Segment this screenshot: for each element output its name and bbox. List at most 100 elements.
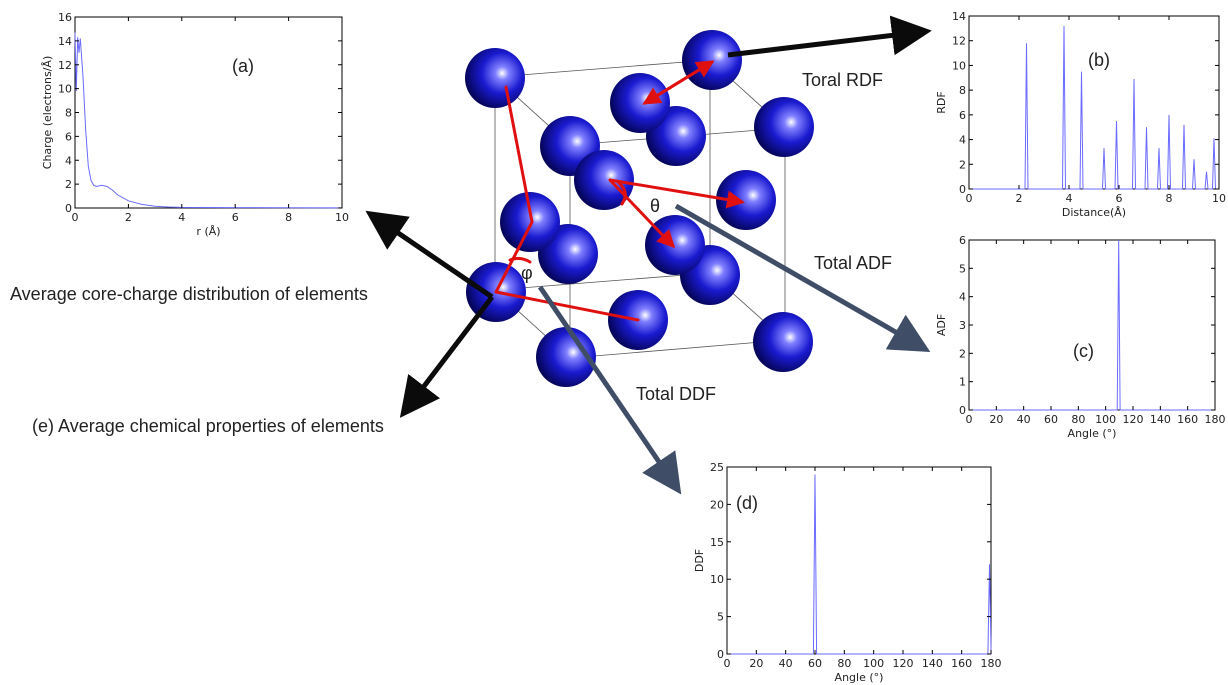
y-tick-label: 8 — [959, 84, 966, 97]
bonds — [494, 60, 745, 322]
y-axis-label: ADF — [935, 314, 948, 336]
arrow-to-core — [365, 210, 494, 300]
y-tick-label: 2 — [65, 178, 72, 191]
x-tick-label: 4 — [178, 211, 185, 224]
plot-frame — [726, 466, 992, 655]
atom — [682, 30, 742, 90]
x-axis-label: r (Å) — [196, 225, 220, 238]
atom — [574, 150, 634, 210]
y-tick-label: 12 — [58, 59, 72, 72]
y-tick-label: 4 — [65, 154, 72, 167]
y-tick-label: 4 — [959, 291, 966, 304]
chart-rdf: 0 2 4 6 8 10 0 2 4 6 8 10 12 14 Distance(Å) RDF (b) — [935, 10, 1226, 219]
atom — [754, 97, 814, 157]
y-tick-label: 3 — [959, 319, 966, 332]
series-line — [969, 25, 1219, 190]
atom — [500, 192, 560, 252]
y-tick-label: 16 — [58, 11, 72, 24]
series-line — [727, 474, 992, 655]
atom — [753, 312, 813, 372]
x-tick-label: 2 — [1016, 192, 1023, 205]
y-axis-label: DDF — [693, 549, 706, 572]
y-tick-label: 25 — [710, 461, 724, 474]
x-tick-label: 140 — [922, 657, 943, 670]
chart-charge-distribution: 0 2 4 6 8 10 0 2 4 6 8 10 12 14 16 r (Å) Charge (electro… — [41, 11, 349, 238]
x-tick-label: 180 — [981, 657, 1002, 670]
y-tick-label: 10 — [58, 83, 72, 96]
plot-frame — [968, 15, 1220, 190]
arrow-to-rdf — [727, 15, 932, 58]
x-axis-label: Distance(Å) — [1062, 206, 1126, 219]
x-tick-label: 160 — [1177, 413, 1198, 426]
annotation-rdf: Toral RDF — [802, 70, 883, 90]
atom — [536, 327, 596, 387]
y-tick-label: 0 — [959, 404, 966, 417]
y-tick-label: 4 — [959, 134, 966, 147]
series-line — [74, 32, 343, 209]
y-tick-label: 0 — [959, 183, 966, 196]
y-tick-label: 14 — [58, 35, 72, 48]
x-axis-label: Angle (°) — [835, 671, 884, 684]
series-line — [969, 239, 1215, 411]
panel-label: (a) — [232, 56, 254, 76]
y-tick-label: 6 — [65, 130, 72, 143]
x-tick-label: 140 — [1150, 413, 1171, 426]
atom — [716, 170, 776, 230]
x-axis-label: Angle (°) — [1068, 427, 1117, 440]
y-tick-label: 15 — [710, 536, 724, 549]
plot-frame — [74, 16, 343, 209]
y-axis-label: RDF — [935, 91, 948, 113]
x-tick-label: 100 — [863, 657, 884, 670]
x-tick-label: 120 — [1123, 413, 1144, 426]
annotation-ddf: Total DDF — [636, 384, 716, 404]
annotation-adf: Total ADF — [814, 253, 892, 273]
x-tick-label: 6 — [1116, 192, 1123, 205]
x-tick-label: 120 — [893, 657, 914, 670]
y-tick-label: 2 — [959, 158, 966, 171]
arrows — [365, 15, 932, 495]
x-tick-label: 0 — [966, 413, 973, 426]
arrow-to-chem — [399, 295, 494, 418]
x-tick-label: 20 — [989, 413, 1003, 426]
x-tick-label: 20 — [749, 657, 763, 670]
y-tick-label: 0 — [65, 202, 72, 215]
phi-symbol: φ — [521, 263, 533, 283]
panel-label: (d) — [736, 493, 758, 513]
x-tick-label: 40 — [779, 657, 793, 670]
y-tick-label: 0 — [717, 648, 724, 661]
x-tick-label: 60 — [1044, 413, 1058, 426]
x-tick-label: 80 — [837, 657, 851, 670]
atom — [610, 73, 670, 133]
y-tick-label: 8 — [65, 107, 72, 120]
y-tick-label: 10 — [952, 59, 966, 72]
x-tick-label: 6 — [232, 211, 239, 224]
x-tick-label: 80 — [1071, 413, 1085, 426]
y-tick-label: 12 — [952, 35, 966, 48]
x-tick-label: 100 — [1095, 413, 1116, 426]
annotation-chem: (e) Average chemical properties of eleme… — [32, 416, 384, 436]
panel-label: (b) — [1088, 50, 1110, 70]
plot-frame — [968, 239, 1216, 411]
x-tick-label: 8 — [1166, 192, 1173, 205]
y-tick-label: 5 — [717, 611, 724, 624]
y-tick-label: 1 — [959, 376, 966, 389]
y-tick-label: 6 — [959, 109, 966, 122]
y-tick-label: 10 — [710, 573, 724, 586]
x-tick-label: 2 — [125, 211, 132, 224]
x-tick-label: 40 — [1017, 413, 1031, 426]
annotation-core: Average core-charge distribution of elem… — [10, 284, 368, 304]
x-tick-label: 10 — [1212, 192, 1226, 205]
chart-adf: 0 20 40 60 80 100 120 140 160 180 0 1 2 3 4 5 6 Angle (°)… — [935, 234, 1226, 440]
x-tick-label: 10 — [335, 211, 349, 224]
x-tick-label: 0 — [72, 211, 79, 224]
arrow-to-ddf — [537, 285, 682, 495]
y-tick-label: 6 — [959, 234, 966, 247]
x-tick-label: 0 — [966, 192, 973, 205]
y-tick-label: 14 — [952, 10, 966, 23]
atom — [465, 48, 525, 108]
y-tick-label: 2 — [959, 347, 966, 360]
panel-label: (c) — [1073, 341, 1094, 361]
x-tick-label: 160 — [951, 657, 972, 670]
y-axis-label: Charge (electrons/Å) — [41, 56, 54, 169]
